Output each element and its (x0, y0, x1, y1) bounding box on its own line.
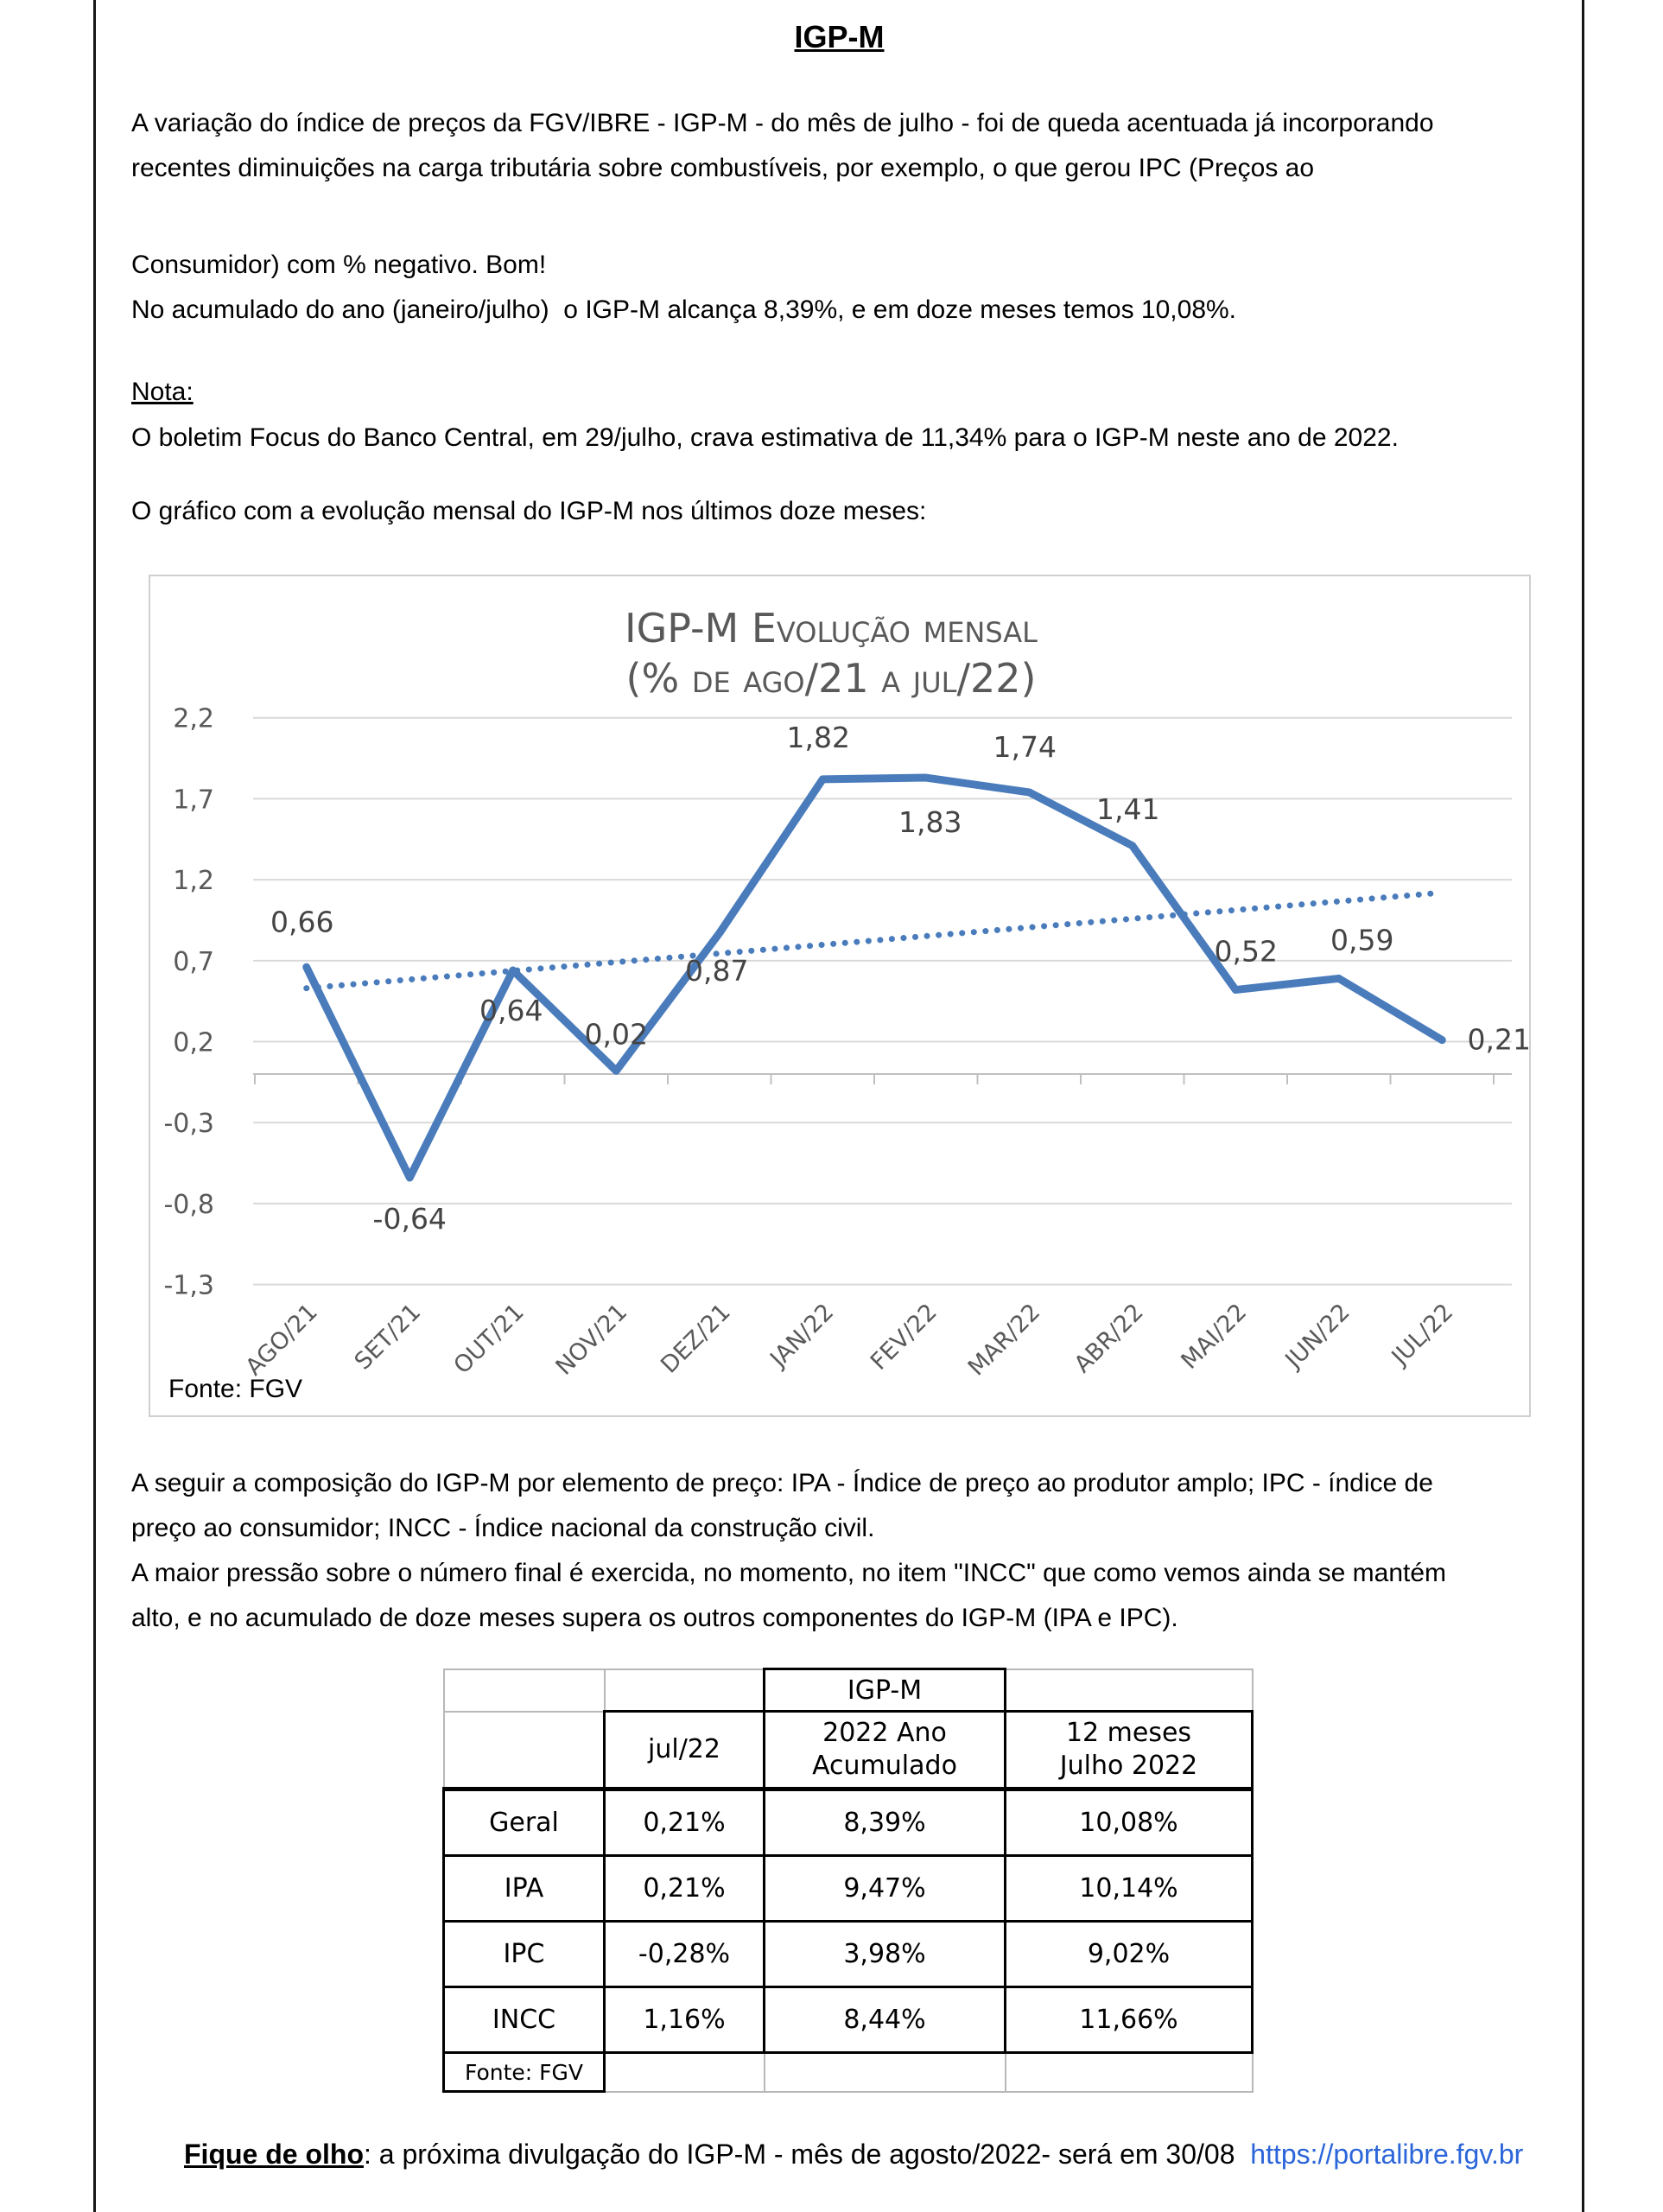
paragraph-line: A maior pressão sobre o número final é e… (131, 1559, 1447, 1587)
data-label: 0,02 (585, 1017, 648, 1051)
table-source: Fonte: FGV (442, 2051, 606, 2093)
cell-value: 3,98% (763, 1920, 1006, 1988)
paragraph-line: A seguir a composição do IGP-M por eleme… (131, 1469, 1433, 1497)
data-label: 0,87 (685, 954, 748, 988)
data-label: 0,21 (1468, 1023, 1531, 1057)
cell-value: 0,21% (603, 1787, 765, 1857)
paragraph-line: alto, e no acumulado de doze meses super… (131, 1604, 1178, 1632)
y-tick-label: -0,3 (163, 1109, 214, 1139)
page-border-left (93, 0, 96, 2212)
paragraph-line: recentes diminuições na carga tributária… (131, 154, 1315, 182)
data-label: 0,64 (479, 994, 543, 1027)
data-label: 0,66 (270, 905, 333, 938)
footer-text: : a próxima divulgação do IGP-M - mês de… (363, 2139, 1251, 2170)
table-supertitle: IGP-M (763, 1668, 1006, 1713)
igpm-line-chart: 2,2 1,7 1,2 0,7 0,2 -0,3 -0,8 -1,3 0,66 -0,64 0,64… (149, 575, 1531, 1417)
trendline-dotted (303, 889, 1445, 992)
chart-svg: 2,2 1,7 1,2 0,7 0,2 -0,3 -0,8 -1,3 0,66 -0,64 0,64… (149, 575, 1531, 1417)
table-header: jul/22 (603, 1710, 765, 1790)
page-border-right (1582, 0, 1584, 2212)
table-row: IPC -0,28% 3,98% 9,02% (442, 1920, 1254, 1988)
page-title: IGP-M (794, 19, 885, 54)
paragraph-line: A variação do índice de preços da FGV/IB… (131, 109, 1434, 137)
table-header: 2022 Ano Acumulado (763, 1710, 1006, 1790)
footer-highlight: Fique de olho (184, 2139, 364, 2170)
data-label: 1,41 (1096, 792, 1159, 826)
chart-subtitle: (% de ago/21 a jul/22) (626, 655, 1037, 702)
y-tick-label: 0,7 (173, 947, 214, 977)
cell-value: 10,14% (1004, 1854, 1254, 1923)
y-tick-label: -1,3 (163, 1271, 214, 1301)
cell-value: -0,28% (603, 1920, 765, 1988)
table-filler-cell (442, 1710, 606, 1790)
table-row: INCC 1,16% 8,44% 11,66% (442, 1986, 1254, 2054)
y-tick-label: 0,2 (173, 1028, 214, 1058)
nota-label: Nota: (131, 378, 194, 406)
series-line (302, 773, 1446, 1182)
data-label: 0,52 (1215, 935, 1278, 969)
table-header: 12 meses Julho 2022 (1004, 1710, 1254, 1790)
table-filler-cell (1004, 2051, 1254, 2093)
data-label: 1,82 (787, 721, 850, 754)
data-label: 1,83 (898, 805, 962, 839)
chart-border (149, 575, 1531, 1417)
y-tick-label: 1,2 (173, 866, 214, 896)
data-label: 0,59 (1330, 923, 1393, 957)
cell-value: 9,02% (1004, 1920, 1254, 1988)
table-row: IPA 0,21% 9,47% 10,14% (442, 1854, 1254, 1923)
portalibre-link[interactable]: https://portalibre.fgv.br (1250, 2139, 1524, 2170)
igpm-table: IGP-M jul/22 2022 Ano Acumulado 12 meses… (442, 1668, 1254, 2093)
paragraph-line: No acumulado do ano (janeiro/julho) o IG… (131, 296, 1237, 324)
cell-value: 8,44% (763, 1986, 1006, 2054)
y-tick-label: 2,2 (173, 704, 214, 734)
y-tick-label: -0,8 (163, 1190, 214, 1220)
data-label: -0,64 (373, 1202, 447, 1236)
row-label: INCC (442, 1986, 606, 2054)
y-tick-label: 1,7 (173, 785, 214, 815)
paragraph-line: Consumidor) com % negativo. Bom! (131, 251, 547, 279)
table-filler-cell (1004, 1668, 1254, 1713)
row-label: IPC (442, 1920, 606, 1988)
table-filler-cell (603, 1668, 765, 1713)
cell-value: 10,08% (1004, 1787, 1254, 1857)
row-label: Geral (442, 1787, 606, 1857)
cell-value: 0,21% (603, 1854, 765, 1923)
chart-intro-text: O gráfico com a evolução mensal do IGP-M… (131, 497, 927, 525)
cell-value: 9,47% (763, 1854, 1006, 1923)
row-label: IPA (442, 1854, 606, 1923)
chart-title: IGP-M Evolução mensal (625, 605, 1038, 652)
table-filler-cell (763, 2051, 1006, 2093)
table-row: Geral 0,21% 8,39% 10,08% (442, 1787, 1254, 1857)
chart-source: Fonte: FGV (168, 1375, 302, 1403)
cell-value: 11,66% (1004, 1986, 1254, 2054)
nota-text: O boletim Focus do Banco Central, em 29/… (131, 423, 1399, 452)
cell-value: 8,39% (763, 1787, 1006, 1857)
paragraph-line: preço ao consumidor; INCC - Índice nacio… (131, 1514, 875, 1542)
cell-value: 1,16% (603, 1986, 765, 2054)
table-filler-cell (442, 1668, 606, 1713)
footer-note: Fique de olho: a próxima divulgação do I… (184, 2139, 1523, 2171)
table-filler-cell (603, 2051, 765, 2093)
data-label: 1,74 (993, 730, 1057, 764)
